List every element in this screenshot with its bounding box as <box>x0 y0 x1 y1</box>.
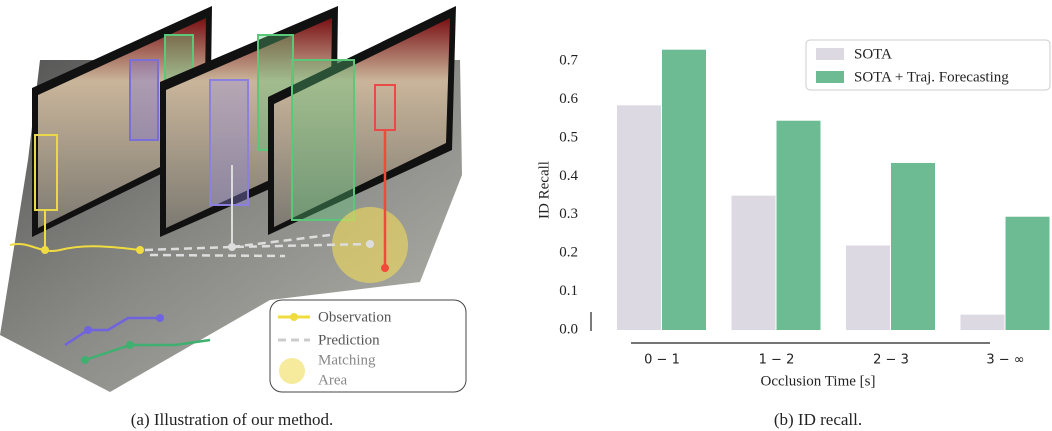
y-axis-label: ID Recall <box>536 161 552 219</box>
y-tick-label: 0.5 <box>559 129 578 145</box>
legend-label: SOTA <box>854 46 892 62</box>
bar <box>961 315 1005 330</box>
illustration: Observation Prediction Matching Area <box>0 6 466 392</box>
y-tick-label: 0.2 <box>559 245 578 261</box>
y-tick-label: 0.4 <box>559 168 578 184</box>
bar <box>846 246 890 330</box>
y-tick-label: 0.1 <box>559 283 578 299</box>
x-tick-label: 3 − ∞ <box>986 353 1024 368</box>
chart: ID Recall Occlusion Time [s] 0.0 0.1 0.2 0.… <box>536 40 1050 389</box>
caption: (a) Illustration of our method. <box>131 410 334 429</box>
legend-label: Observation <box>318 309 392 325</box>
bar <box>617 105 661 330</box>
legend-label: Matching <box>318 352 376 368</box>
legend-label: Prediction <box>318 332 380 348</box>
x-axis-label: Occlusion Time [s] <box>760 373 875 389</box>
y-tick-label: 0.7 <box>559 53 578 69</box>
x-tick-label: 2 − 3 <box>873 353 909 368</box>
y-tick-label: 0.6 <box>559 91 578 107</box>
x-tick-label: 0 − 1 <box>644 353 680 368</box>
legend-label: SOTA + Traj. Forecasting <box>854 69 1009 85</box>
figure: Observation Prediction Matching Area (a)… <box>0 0 1052 431</box>
bar <box>777 121 821 330</box>
bar <box>891 163 935 330</box>
caption: (b) ID recall. <box>774 410 862 429</box>
bar <box>1006 217 1050 330</box>
y-tick-label: 0.3 <box>559 206 578 222</box>
legend-swatch <box>816 71 844 83</box>
x-tick-label: 1 − 2 <box>759 353 795 368</box>
bar <box>732 196 776 330</box>
y-tick-label: 0.0 <box>559 321 578 337</box>
legend-swatch <box>816 48 844 60</box>
legend-label: Area <box>318 372 347 388</box>
bar <box>662 50 706 330</box>
